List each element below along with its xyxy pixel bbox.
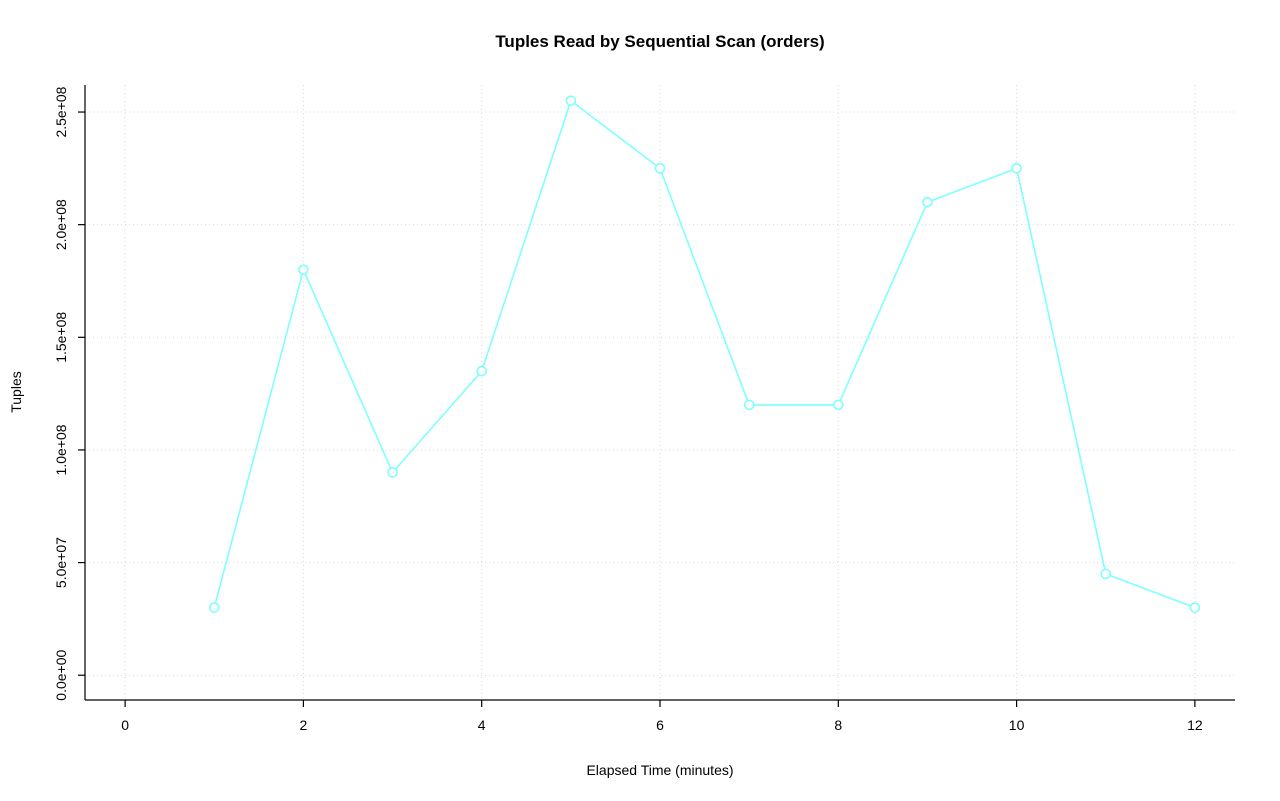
tick-marks bbox=[78, 111, 1196, 707]
svg-text:1.0e+08: 1.0e+08 bbox=[53, 424, 69, 475]
data-points bbox=[208, 95, 1201, 613]
chart-title: Tuples Read by Sequential Scan (orders) bbox=[495, 32, 825, 51]
svg-text:2.5e+08: 2.5e+08 bbox=[53, 86, 69, 137]
gridlines bbox=[85, 85, 1235, 700]
svg-text:5.0e+07: 5.0e+07 bbox=[53, 537, 69, 588]
x-axis-label: Elapsed Time (minutes) bbox=[586, 762, 734, 778]
svg-text:0: 0 bbox=[121, 717, 129, 733]
tick-labels: 0 2 4 6 8 10 12 0.0e+00 5.0e+07 1.0e+08 1.5e+08 2.0… bbox=[53, 86, 1203, 733]
svg-text:0.0e+00: 0.0e+00 bbox=[53, 650, 69, 701]
svg-text:4: 4 bbox=[478, 717, 486, 733]
svg-text:8: 8 bbox=[834, 717, 842, 733]
svg-text:12: 12 bbox=[1187, 717, 1203, 733]
svg-text:10: 10 bbox=[1009, 717, 1025, 733]
svg-text:2: 2 bbox=[300, 717, 308, 733]
data-line bbox=[213, 99, 1196, 609]
svg-text:1.5e+08: 1.5e+08 bbox=[53, 312, 69, 363]
svg-text:6: 6 bbox=[656, 717, 664, 733]
svg-text:2.0e+08: 2.0e+08 bbox=[53, 199, 69, 250]
